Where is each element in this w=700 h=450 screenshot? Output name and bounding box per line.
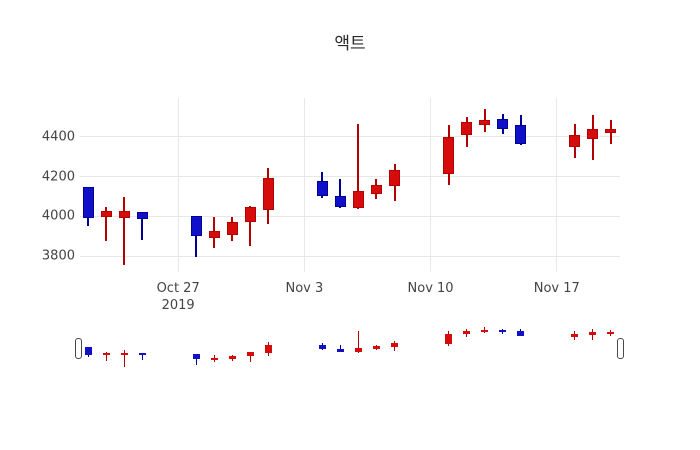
x-gridline: [303, 98, 305, 272]
mini-candle-body: [481, 330, 489, 332]
y-gridline: [80, 255, 620, 257]
mini-candle-wick: [357, 331, 359, 353]
mini-candle-body: [336, 349, 344, 353]
mini-candle-body: [120, 353, 128, 355]
mini-candle-body: [391, 342, 398, 347]
candle-body: [461, 121, 473, 135]
candle-body: [352, 191, 364, 209]
mini-candle-body: [607, 332, 615, 334]
mini-candle-body: [138, 353, 146, 356]
candle-body: [208, 231, 220, 239]
candle-body: [389, 169, 400, 187]
candle-body: [443, 136, 455, 174]
mini-candle-wick: [249, 351, 251, 362]
y-gridline: [80, 136, 620, 138]
candle-body: [479, 119, 491, 125]
candle-body: [587, 128, 599, 139]
mini-candle-body: [571, 333, 579, 337]
candle-body: [605, 128, 617, 133]
mini-candle-wick: [105, 352, 107, 361]
x-tick-text: Nov 17: [533, 281, 580, 296]
mini-candle-wick: [339, 344, 341, 353]
y-tick-label: 4000: [41, 208, 75, 224]
candle-body: [497, 118, 509, 129]
x-tick-label: Nov 3: [262, 280, 346, 297]
mini-candle-body: [192, 354, 200, 360]
candle-body: [226, 222, 238, 236]
x-gridline: [177, 98, 179, 272]
x-tick-text: Nov 10: [407, 281, 454, 296]
x-gridline: [556, 98, 558, 272]
mini-candle-body: [102, 353, 110, 355]
candle-body: [136, 212, 148, 220]
candle-body: [100, 211, 112, 218]
x-tick-label: Nov 10: [389, 280, 473, 297]
x-tick-text: Nov 3: [285, 281, 324, 296]
mini-candle-body: [499, 329, 507, 333]
mini-candle-body: [463, 330, 471, 334]
y-gridline: [80, 176, 620, 178]
rangeslider-left-handle[interactable]: [75, 338, 82, 359]
candle-body: [118, 211, 130, 219]
candle-wick: [249, 206, 252, 247]
candle-wick: [123, 197, 126, 266]
x-tick-year: 2019: [161, 298, 195, 313]
mini-candle-wick: [123, 349, 125, 367]
x-gridline: [430, 98, 432, 272]
rangeslider-right-handle[interactable]: [617, 338, 624, 359]
mini-candle-body: [517, 331, 525, 337]
y-tick-label: 3800: [41, 248, 75, 264]
candle-body: [244, 207, 256, 223]
candle-wick: [105, 207, 108, 242]
mini-candle-body: [210, 358, 218, 360]
candle-wick: [195, 216, 198, 258]
x-tick-text: Oct 27: [156, 281, 200, 296]
x-tick-label: Oct 27 2019: [136, 280, 220, 314]
mini-candle-wick: [195, 354, 197, 365]
rangeslider[interactable]: [78, 327, 622, 369]
y-tick-label: 4400: [41, 129, 75, 145]
candle-body: [569, 134, 581, 147]
chart-title: 액트: [334, 34, 366, 54]
candle-wick: [141, 212, 144, 241]
candle-wick: [339, 178, 342, 209]
candle-wick: [357, 123, 360, 210]
candle-body: [190, 216, 202, 237]
plot-area[interactable]: [80, 98, 620, 272]
candle-body: [82, 187, 94, 219]
mini-candle-body: [445, 334, 453, 344]
mini-candle-body: [372, 346, 380, 349]
mini-candle-body: [84, 347, 92, 355]
candle-body: [262, 177, 274, 211]
mini-candle-body: [246, 352, 254, 356]
mini-candle-wick: [141, 353, 143, 361]
candle-body: [316, 180, 328, 197]
candle-body: [515, 124, 527, 144]
mini-candle-body: [589, 332, 597, 335]
mini-candle-body: [228, 355, 236, 360]
mini-candle-body: [318, 345, 326, 350]
candle-body: [370, 184, 382, 195]
candle-body: [334, 196, 346, 208]
mini-candle-body: [354, 348, 362, 353]
y-gridline: [80, 215, 620, 217]
y-tick-label: 4200: [41, 169, 75, 185]
x-tick-label: Nov 17: [515, 280, 599, 297]
mini-candle-body: [264, 344, 272, 353]
